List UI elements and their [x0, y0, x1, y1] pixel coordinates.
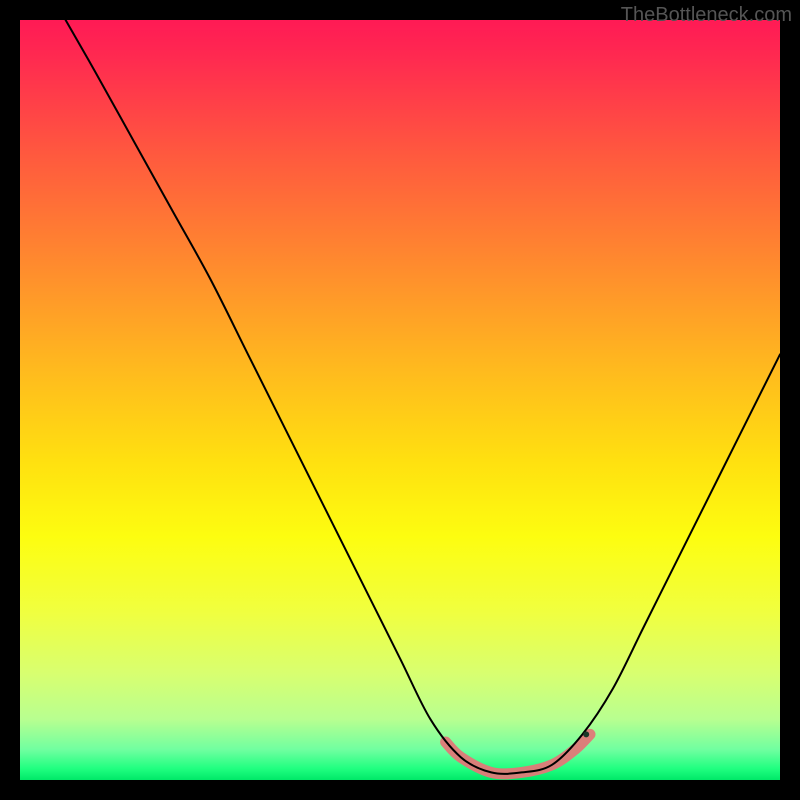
- chart-frame: TheBottleneck.com: [0, 0, 800, 800]
- gradient-background: [20, 20, 780, 780]
- plot-area: [20, 20, 780, 780]
- highlight-marker: [583, 731, 589, 737]
- bottleneck-curve-chart: [20, 20, 780, 780]
